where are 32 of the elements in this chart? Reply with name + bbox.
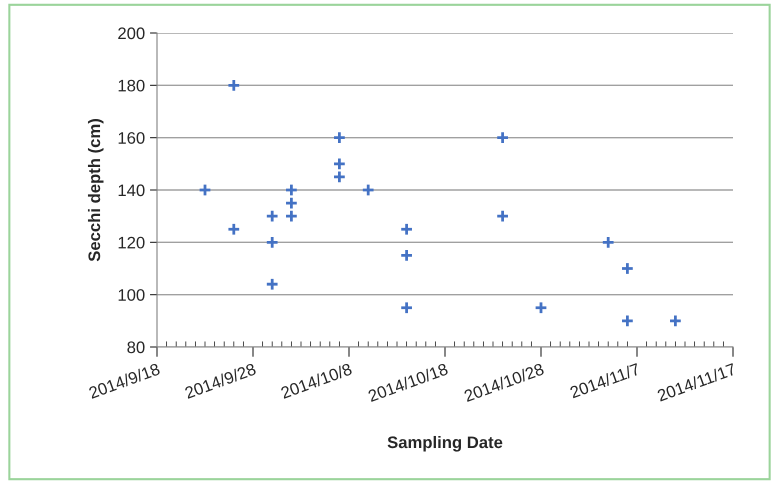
y-tick-label: 180 [118, 80, 145, 92]
point [601, 236, 615, 250]
point [332, 130, 346, 144]
point [534, 300, 548, 315]
point [227, 222, 241, 236]
point [332, 157, 346, 171]
point [227, 78, 241, 92]
x-axis-title: Sampling Date [388, 436, 502, 452]
point [265, 236, 279, 250]
point [620, 262, 634, 276]
point [400, 248, 414, 262]
point [284, 196, 298, 210]
point [620, 314, 634, 328]
point [284, 209, 298, 223]
point [400, 222, 414, 236]
point [332, 170, 346, 184]
point [496, 130, 510, 144]
y-tick-label: 200 [118, 27, 145, 40]
y-tick-label: 80 [127, 341, 145, 354]
point [668, 314, 682, 328]
point [265, 277, 279, 291]
point [284, 183, 298, 197]
point [400, 300, 414, 315]
point [265, 209, 279, 223]
y-tick-label: 100 [118, 289, 145, 301]
point [361, 183, 375, 197]
y-tick-label: 160 [118, 132, 145, 144]
point [198, 183, 212, 197]
y-tick-label: 120 [118, 236, 145, 249]
y-tick-label: 140 [118, 184, 145, 196]
y-axis-title: Secchi depth (cm) [88, 119, 104, 262]
point [496, 209, 510, 223]
